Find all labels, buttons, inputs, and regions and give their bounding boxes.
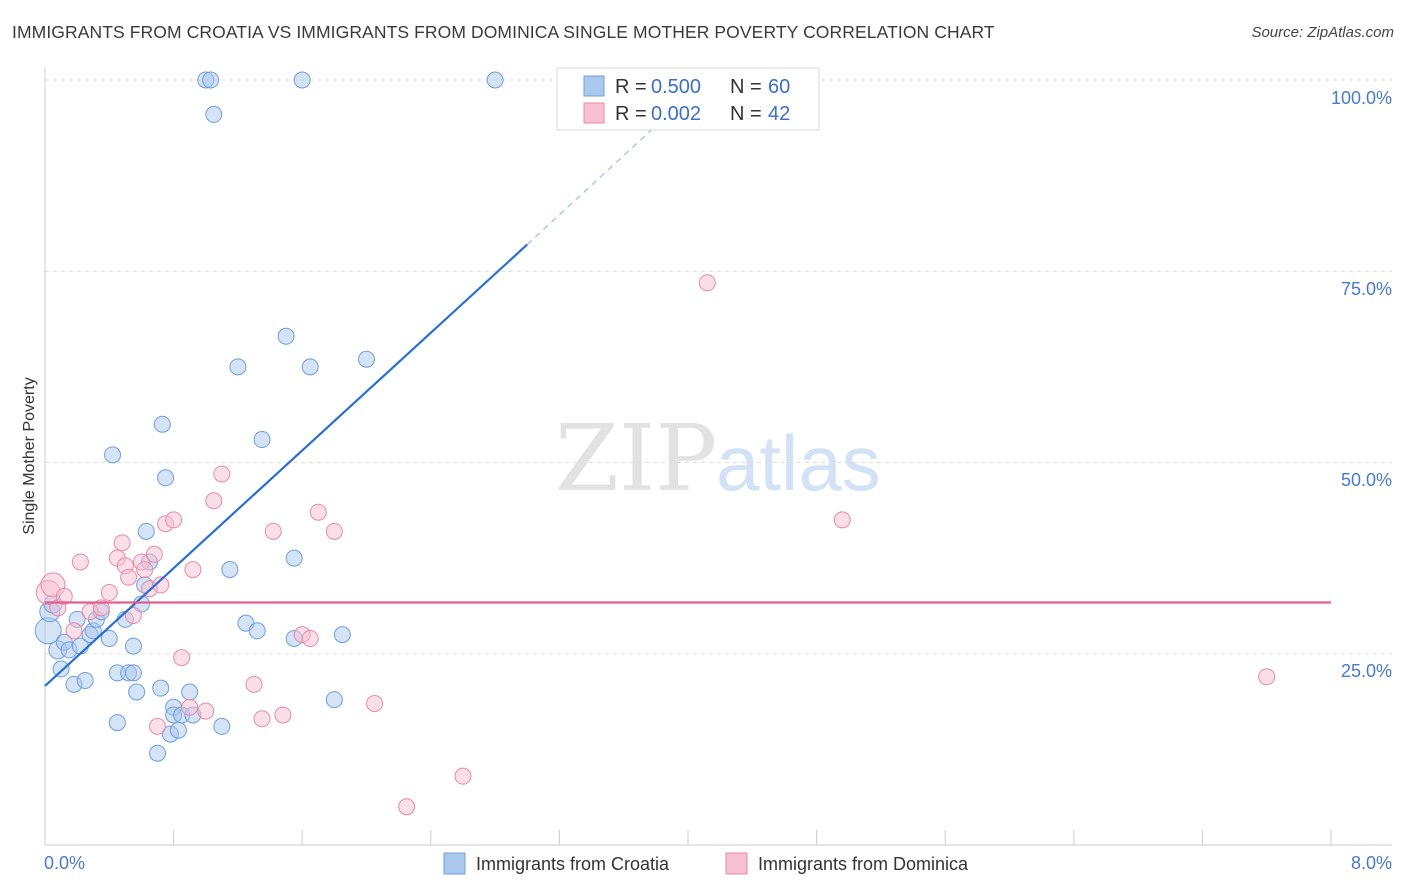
legend-swatch-dominica [725,852,748,875]
point-dominica [197,702,215,720]
y-tick-label-75: 75.0% [1341,279,1392,299]
point-croatia [128,683,146,701]
point-dominica [55,587,73,605]
stats-croatia-r-value: 0.500 [651,76,701,98]
point-croatia [358,350,375,368]
point-dominica [325,522,343,540]
point-dominica [301,629,319,647]
point-dominica [253,710,271,728]
y-tick-label-50: 50.0% [1341,470,1392,490]
point-dominica [698,274,716,292]
stats-dominica-r-label: R = [615,103,647,125]
watermark-zip: ZIP [555,405,717,512]
point-dominica [113,534,131,552]
point-croatia [205,105,223,123]
point-croatia [325,691,343,709]
stats-dominica-n-value: 42 [768,103,790,125]
stats-croatia-n-label: N = [730,76,762,98]
stats-legend: R = 0.500 N = 60 R = 0.002 N = 42 [556,67,820,131]
point-dominica [245,675,263,693]
legend-swatch-croatia [443,852,466,875]
point-dominica [165,511,183,529]
point-croatia [229,358,247,376]
point-croatia [486,71,504,89]
point-croatia [100,629,118,647]
point-croatia [253,431,271,449]
point-croatia [157,469,175,487]
y-tick-label-25: 25.0% [1341,661,1392,681]
point-dominica [274,706,292,724]
legend-label-croatia: Immigrants from Croatia [476,854,670,874]
point-dominica [205,492,223,510]
stats-dominica-r-value: 0.002 [651,103,701,125]
point-croatia [293,71,311,89]
x-tick-label-min: 0.0% [44,853,85,873]
point-dominica [173,649,191,667]
point-dominica [149,717,167,735]
source-credit: Source: ZipAtlas.com [1251,24,1394,41]
point-dominica [136,561,154,579]
point-croatia [153,415,171,433]
point-croatia [277,327,295,345]
point-croatia [152,679,170,697]
stats-dominica-n-label: N = [730,103,762,125]
point-croatia [333,626,351,644]
point-croatia [137,522,155,540]
point-croatia [301,358,319,376]
point-croatia [124,664,142,682]
point-dominica [398,798,416,816]
y-tick-label-100: 100.0% [1331,88,1392,108]
point-dominica [120,568,138,586]
point-croatia [285,549,303,567]
bottom-legend: Immigrants from Croatia Immigrants from … [443,852,969,875]
stats-swatch-dominica [583,102,605,124]
point-dominica [152,576,170,594]
trendline-croatia-extension [526,125,657,245]
point-dominica [309,503,327,521]
point-croatia [76,672,94,690]
point-dominica [213,465,231,483]
trendline-croatia [44,243,528,687]
point-dominica [181,698,199,716]
legend-label-dominica: Immigrants from Dominica [758,854,969,874]
y-axis-label: Single Mother Poverty [21,377,38,534]
stats-croatia-n-value: 60 [768,76,790,98]
point-croatia [149,744,167,762]
point-croatia [169,721,187,739]
point-dominica [366,694,384,712]
point-croatia [124,637,142,655]
point-dominica [124,607,142,624]
point-dominica [833,511,851,529]
point-dominica [264,522,282,540]
point-croatia [52,660,70,678]
point-dominica [454,767,472,785]
stats-croatia-r-label: R = [615,76,647,98]
point-dominica [65,622,83,640]
stats-swatch-croatia [583,75,605,97]
point-croatia [108,714,126,732]
point-croatia [248,622,266,640]
point-dominica [184,561,202,579]
point-croatia [221,561,239,579]
point-croatia [104,446,122,464]
point-croatia [181,683,199,701]
point-croatia [202,71,220,89]
point-dominica [1258,668,1276,686]
point-croatia [213,717,231,735]
x-tick-label-max: 8.0% [1351,853,1392,873]
point-dominica [71,553,89,571]
point-dominica [92,599,110,617]
point-dominica [100,584,118,602]
chart-title: IMMIGRANTS FROM CROATIA VS IMMIGRANTS FR… [12,22,995,42]
point-dominica [145,545,163,563]
